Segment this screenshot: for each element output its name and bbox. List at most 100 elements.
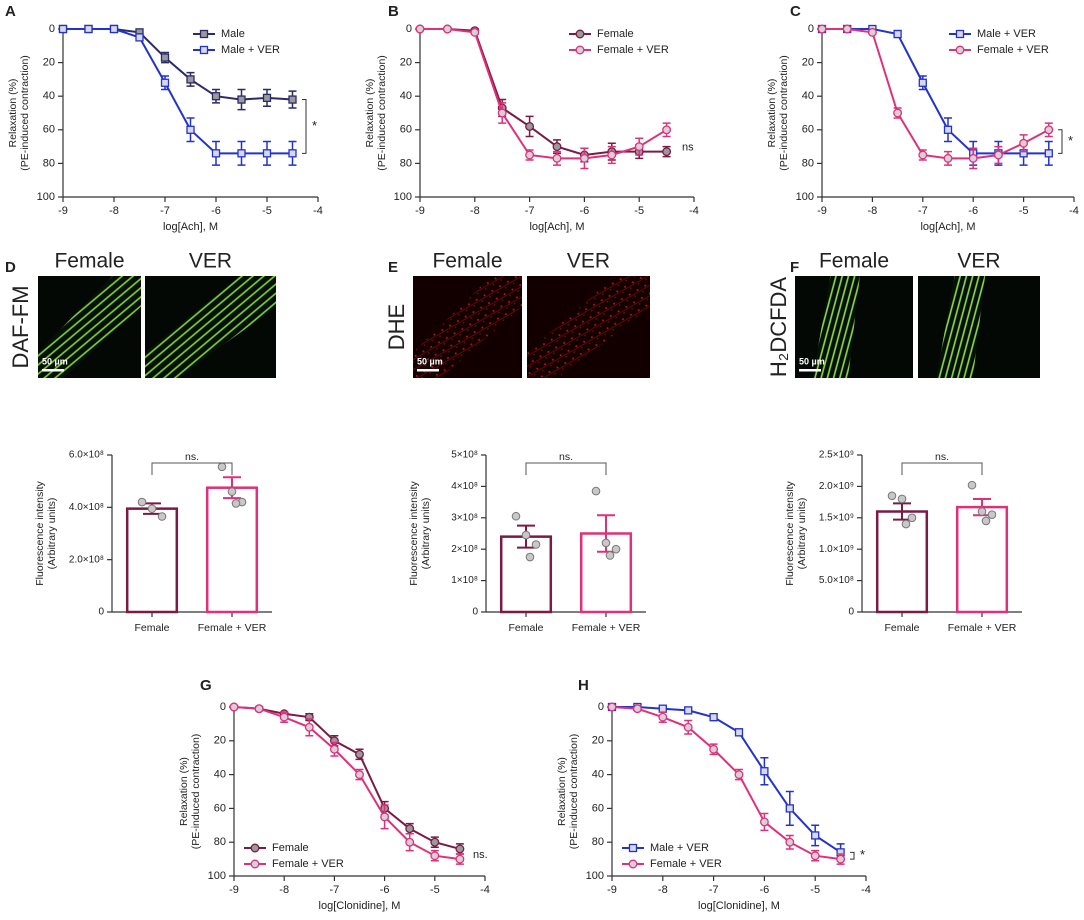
x-tick-label: Female	[134, 622, 169, 634]
x-axis-label: log[Ach], M	[920, 221, 975, 233]
x-axis-label: log[Ach], M	[163, 221, 218, 233]
image-label: VER	[189, 250, 232, 273]
y-tick-label: 4.0×10⁸	[69, 502, 104, 513]
data-point	[531, 540, 541, 549]
stain-label: H₂DCFDA	[766, 277, 791, 378]
data-point	[887, 491, 897, 501]
data-point	[907, 513, 917, 523]
data-point	[355, 749, 364, 759]
data-point	[967, 480, 977, 490]
y-axis-label: (PE-induced contraction)	[376, 55, 388, 171]
legend-label: Female + VER	[597, 44, 669, 56]
y-axis-label: Relaxation (%)	[7, 79, 19, 148]
x-tick-label: -9	[415, 205, 425, 217]
data-point	[186, 75, 195, 84]
bar	[955, 505, 1009, 614]
data-point	[147, 504, 157, 513]
legend-marker	[575, 29, 585, 39]
y-tick-label: 20	[400, 57, 412, 69]
data-point	[455, 854, 465, 864]
series-line	[233, 706, 461, 861]
y-tick-label: 3×10⁸	[451, 512, 478, 523]
data-point	[601, 538, 611, 548]
data-point	[611, 544, 621, 554]
data-point	[709, 744, 719, 754]
data-point	[525, 552, 535, 562]
tissue-band	[38, 276, 141, 378]
x-tick-label: -7	[525, 205, 535, 217]
data-point	[380, 812, 390, 822]
data-point	[304, 722, 314, 732]
significance-bracket	[850, 851, 855, 860]
data-point	[227, 487, 237, 496]
panel-letter: C	[790, 3, 801, 20]
significance-label: ns.	[473, 849, 488, 861]
data-point	[157, 512, 167, 521]
data-point	[658, 704, 667, 713]
y-tick-label: 60	[592, 802, 604, 814]
tissue-band	[413, 276, 522, 378]
x-tick-label: -8	[109, 205, 119, 217]
y-tick-label: 20	[43, 57, 55, 69]
data-point	[760, 767, 769, 776]
x-tick-label: -5	[262, 205, 272, 217]
data-point	[867, 27, 877, 37]
data-point	[237, 149, 246, 158]
data-point	[662, 147, 672, 157]
legend-marker	[575, 45, 585, 55]
data-point	[525, 121, 535, 131]
y-tick-label: 0	[220, 701, 226, 713]
data-point	[785, 804, 794, 813]
y-tick-label: 2.0×10⁹	[819, 481, 854, 492]
x-axis-label: log[Ach], M	[529, 221, 584, 233]
data-point	[262, 149, 272, 158]
bar	[499, 535, 553, 614]
data-point	[811, 831, 820, 840]
x-axis-label: log[Clonidine], M	[319, 900, 401, 912]
tissue-band	[527, 276, 650, 378]
legend-label: Female	[597, 28, 634, 40]
data-point	[684, 706, 693, 715]
data-point	[1044, 149, 1053, 158]
x-tick-label: -6	[968, 205, 978, 217]
y-tick-label: 80	[592, 836, 604, 848]
data-point	[254, 704, 264, 714]
y-axis-label: Relaxation (%)	[766, 79, 778, 148]
legend-label: Male + VER	[221, 44, 280, 56]
y-tick-label: 80	[802, 157, 814, 169]
y-tick-label: 2.5×10⁹	[819, 450, 854, 461]
significance-bracket	[525, 462, 607, 475]
legend-label: Female	[272, 842, 309, 854]
data-point	[442, 24, 452, 34]
y-tick-label: 20	[214, 735, 226, 747]
y-tick-label: 6.0×10⁸	[69, 450, 104, 461]
x-tick-label: -4	[313, 205, 323, 217]
y-axis-label: (PE-induced contraction)	[568, 734, 580, 850]
data-point	[658, 712, 668, 722]
y-axis-label: Relaxation (%)	[364, 79, 376, 148]
legend-marker	[955, 29, 965, 39]
data-point	[943, 153, 953, 163]
tissue-band	[145, 276, 276, 378]
data-point	[405, 824, 415, 834]
y-axis-label: (Arbitrary units)	[796, 498, 808, 570]
data-point	[84, 24, 93, 34]
y-tick-label: 40	[214, 769, 226, 781]
panel-letter: H	[578, 677, 589, 694]
x-tick-label: -9	[229, 884, 239, 896]
y-tick-label: 1.0×10⁹	[819, 544, 854, 555]
data-point	[683, 722, 693, 732]
data-point	[470, 27, 480, 37]
legend-marker	[199, 45, 209, 55]
y-tick-label: 0	[598, 701, 604, 713]
data-point	[810, 851, 820, 861]
bar	[125, 507, 179, 614]
x-tick-label: -7	[330, 884, 340, 896]
data-point	[455, 844, 465, 854]
legend-label: Male + VER	[650, 842, 709, 854]
data-point	[355, 770, 364, 780]
panel-letter: A	[5, 3, 16, 20]
data-point	[231, 499, 241, 508]
data-point	[329, 744, 339, 754]
